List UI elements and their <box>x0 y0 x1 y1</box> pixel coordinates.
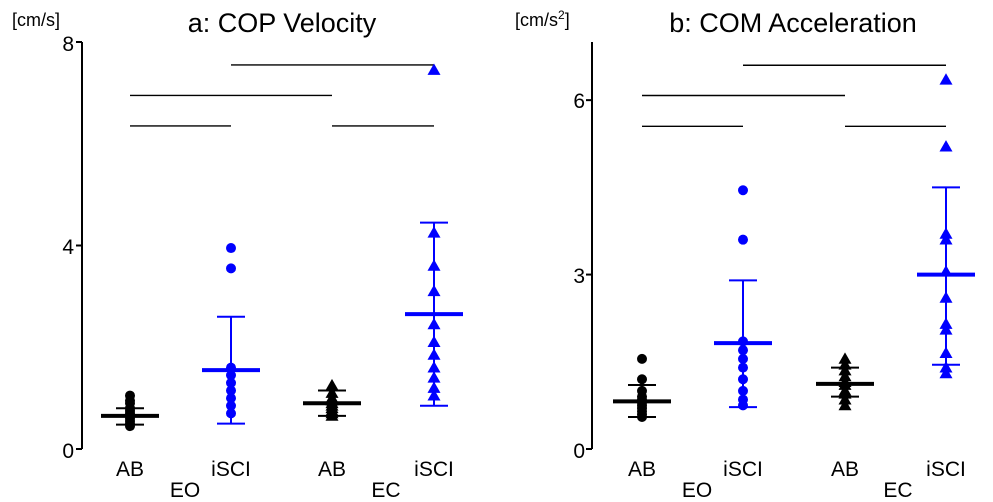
x-category-label: iSCI <box>926 458 966 481</box>
data-point <box>427 381 441 393</box>
x-category-label: AB <box>116 458 144 481</box>
data-point <box>226 377 236 388</box>
data-point <box>427 259 441 271</box>
data-point <box>226 263 236 274</box>
data-point <box>125 421 135 432</box>
data-point <box>637 353 647 364</box>
y-tick-label-0: 0 <box>62 440 74 463</box>
y-unit-label: [cm/s2] <box>515 8 570 30</box>
y-tick-label-2: 6 <box>573 90 585 113</box>
data-point <box>637 412 647 423</box>
data-point <box>427 371 441 383</box>
data-point <box>637 374 647 385</box>
y-tick-label-0: 0 <box>573 440 585 463</box>
data-point <box>738 234 748 245</box>
data-point <box>226 393 236 404</box>
data-point <box>427 335 441 348</box>
data-point <box>738 362 748 373</box>
data-point <box>838 358 852 370</box>
data-point <box>838 387 852 399</box>
panel-a-cop-velocity: [cm/s] a: COP Velocity 0 4 8 AB iSCI AB … <box>12 8 463 502</box>
data-point <box>427 284 441 297</box>
data-point <box>939 361 953 373</box>
data-point <box>427 348 441 360</box>
y-tick-label-2: 8 <box>62 33 74 56</box>
plot-area <box>586 42 975 450</box>
data-point <box>226 400 236 411</box>
x-category-label: iSCI <box>414 458 454 481</box>
chart-title: b: COM Acceleration <box>669 8 917 38</box>
data-point <box>738 185 748 196</box>
data-point <box>939 140 953 152</box>
x-category-label: AB <box>318 458 346 481</box>
data-point <box>427 63 441 75</box>
data-point <box>838 393 852 405</box>
x-category-label: iSCI <box>211 458 251 481</box>
data-point <box>939 227 953 239</box>
data-point <box>427 226 441 238</box>
data-point <box>738 345 748 356</box>
data-point <box>325 409 339 421</box>
data-point <box>226 385 236 396</box>
data-point <box>939 323 953 335</box>
chart-title: a: COP Velocity <box>188 8 377 38</box>
data-point <box>838 398 852 411</box>
data-point <box>939 291 953 303</box>
data-point <box>939 346 953 358</box>
data-point <box>939 366 953 379</box>
data-point <box>838 364 852 376</box>
data-point <box>738 353 748 364</box>
y-tick-label-1: 4 <box>62 236 74 259</box>
condition-label-eo: EO <box>170 479 200 502</box>
data-point <box>838 352 852 364</box>
plot-area <box>76 41 463 450</box>
condition-label-ec: EC <box>883 479 912 502</box>
data-point <box>427 361 441 373</box>
data-point <box>226 370 236 381</box>
data-point <box>939 317 953 329</box>
data-point <box>738 385 748 396</box>
x-category-label: AB <box>831 458 859 481</box>
x-category-label: AB <box>628 458 656 481</box>
condition-label-eo: EO <box>682 479 712 502</box>
data-point <box>939 233 953 245</box>
data-point <box>427 389 441 401</box>
x-category-label: iSCI <box>723 458 763 481</box>
data-point <box>325 378 339 391</box>
data-point <box>226 408 236 419</box>
panel-b-com-acceleration: [cm/s2] b: COM Acceleration 0 3 6 AB iSC… <box>515 8 975 502</box>
data-point <box>838 369 852 382</box>
condition-label-ec: EC <box>371 479 400 502</box>
data-point <box>939 73 953 85</box>
data-point <box>738 400 748 411</box>
data-point <box>226 243 236 254</box>
data-point <box>427 317 441 330</box>
data-point <box>738 374 748 385</box>
y-unit-label: [cm/s] <box>12 10 60 30</box>
y-tick-label-1: 3 <box>573 265 585 288</box>
